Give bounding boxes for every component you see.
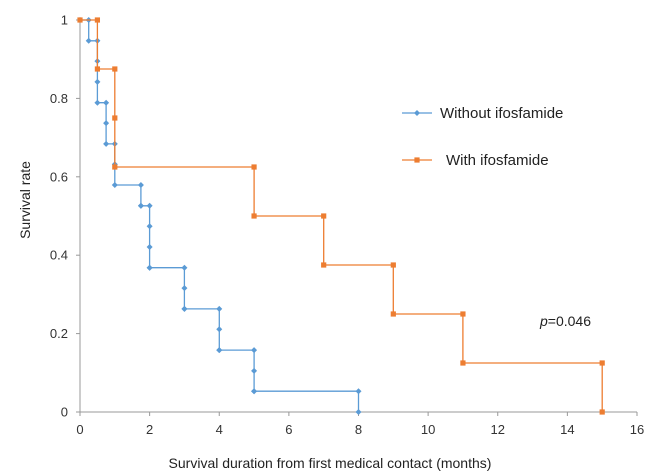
series-1 [77, 17, 605, 415]
data-point [181, 305, 188, 312]
legend-label: Without ifosfamide [440, 105, 563, 122]
data-point [146, 202, 153, 209]
p-value-symbol: p [539, 313, 548, 329]
data-point [181, 285, 188, 292]
data-point [111, 182, 118, 189]
data-point [103, 99, 110, 106]
x-tick-label: 2 [146, 422, 153, 437]
p-value-number: =0.046 [548, 313, 591, 329]
legend-label: With ifosfamide [446, 152, 549, 169]
data-point [137, 202, 144, 209]
axes: 0 2 4 6 8 10 12 14 16 0 0.2 0.4 0.6 0.8 1 [50, 13, 644, 438]
data-point [103, 120, 110, 127]
x-tick-label: 16 [630, 422, 644, 437]
p-value-annotation: p=0.046 [539, 313, 591, 329]
data-point [112, 66, 118, 72]
data-point [94, 78, 101, 85]
x-tick-label: 14 [560, 422, 574, 437]
legend-marker [414, 110, 420, 116]
data-point [216, 347, 223, 354]
y-tick-label: 0.4 [50, 248, 68, 263]
data-point [94, 17, 101, 23]
legend-marker [414, 157, 420, 163]
series-line [80, 19, 360, 412]
data-point [599, 360, 605, 366]
series-layer [77, 17, 605, 415]
data-point [321, 262, 327, 268]
data-point [77, 17, 83, 23]
data-point [85, 37, 92, 44]
data-point [146, 223, 153, 230]
data-point [94, 99, 101, 106]
x-tick-label: 12 [491, 422, 505, 437]
data-point [390, 262, 396, 268]
data-point [137, 182, 144, 189]
data-point [251, 213, 257, 219]
data-point [460, 360, 466, 366]
y-tick-label: 0.6 [50, 169, 68, 184]
data-point [251, 347, 258, 354]
y-tick-label: 0.8 [50, 91, 68, 106]
x-tick-label: 8 [355, 422, 362, 437]
data-point [112, 115, 118, 121]
data-point [181, 264, 188, 271]
data-point [146, 264, 153, 271]
data-point [321, 213, 327, 219]
y-tick-label: 1 [61, 13, 68, 28]
x-tick-label: 6 [285, 422, 292, 437]
data-point [216, 305, 223, 312]
x-tick-label: 4 [216, 422, 223, 437]
data-point [460, 311, 466, 317]
data-point [390, 311, 396, 317]
data-point [216, 326, 223, 333]
x-axis-title: Survival duration from first medical con… [169, 455, 492, 471]
x-tick-label: 0 [76, 422, 83, 437]
legend-item: Without ifosfamide [402, 105, 563, 122]
data-point [103, 140, 110, 147]
data-point [251, 164, 257, 170]
legend-item: With ifosfamide [402, 152, 549, 169]
x-tick-label: 10 [421, 422, 435, 437]
series-0 [77, 17, 362, 415]
data-point [599, 409, 605, 415]
data-point [355, 409, 362, 415]
data-point [112, 164, 118, 170]
data-point [146, 243, 153, 250]
series-line [80, 19, 603, 412]
y-tick-label: 0 [61, 405, 68, 420]
data-point [94, 66, 101, 72]
legend: Without ifosfamide With ifosfamide [402, 105, 563, 169]
data-point [251, 367, 258, 374]
data-point [355, 388, 362, 395]
y-axis-title: Survival rate [17, 161, 33, 239]
y-tick-label: 0.2 [50, 326, 68, 341]
data-point [251, 388, 258, 395]
